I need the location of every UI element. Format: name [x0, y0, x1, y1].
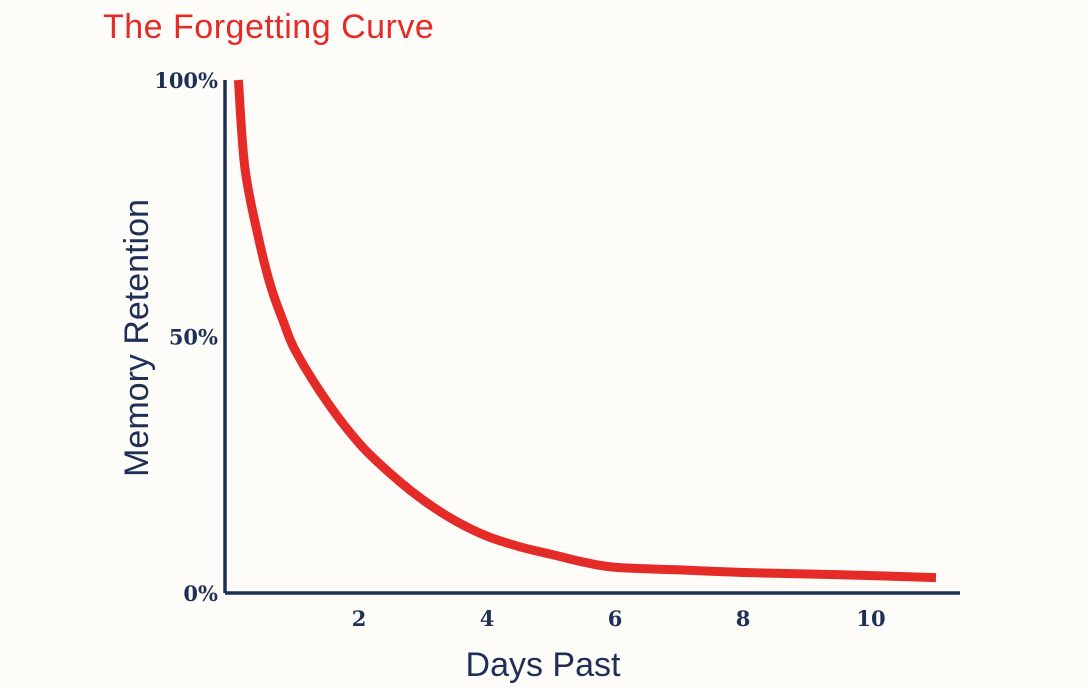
x-tick-label: 8 [736, 606, 751, 631]
y-tick-label: 100% [154, 68, 218, 93]
x-axis-label: Days Past [466, 646, 621, 684]
tick-labels: 2 4 6 8 100%50%100% [154, 68, 885, 631]
retention-curve [233, 79, 937, 583]
x-tick-label: 2 [352, 606, 367, 631]
x-tick-label: 4 [480, 606, 495, 631]
chart-title: The Forgetting Curve [103, 8, 435, 46]
y-tick-label: 50% [169, 325, 218, 350]
x-tick-label: 6 [608, 606, 623, 631]
axes [223, 80, 960, 595]
x-tick-label: 10 [856, 606, 885, 631]
y-axis-label: Memory Retention [118, 199, 156, 477]
y-tick-label: 0% [183, 581, 218, 606]
